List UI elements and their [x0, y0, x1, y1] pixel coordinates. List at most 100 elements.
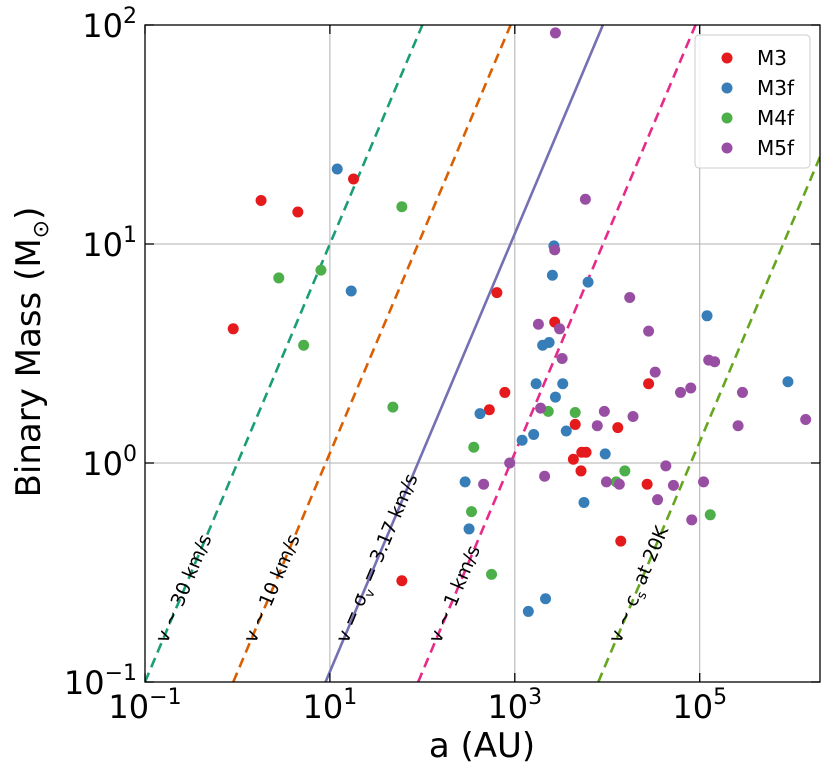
x-tick-label: 103 [487, 685, 542, 726]
point-M3f [782, 376, 794, 388]
point-M5f [652, 494, 664, 506]
point-M3 [575, 465, 587, 477]
point-M3 [569, 418, 581, 430]
point-M4f [396, 201, 408, 213]
point-M5f [660, 460, 672, 472]
point-M5f [649, 366, 661, 378]
point-M5f [504, 457, 516, 469]
legend-label: M3f [757, 76, 795, 100]
point-M4f [468, 441, 480, 453]
point-M3f [701, 310, 713, 322]
point-M3f [546, 269, 558, 281]
point-M3 [567, 453, 579, 465]
y-axis-label-close: ) [9, 207, 49, 220]
tick-labels: 10−1 101 103 105 10−1 100 101 102 [64, 4, 727, 726]
reference-line-labels: v ~ 30 km/s v ~ 10 km/s v = σv = 3.17 km/s… [151, 470, 673, 647]
point-M3 [612, 422, 624, 434]
point-M5f [535, 402, 547, 414]
point-M3f [557, 378, 569, 390]
reference-lines [145, 25, 820, 682]
point-M3 [396, 575, 408, 587]
x-axis-label: a (AU) [429, 726, 535, 766]
reference-line-v10 [232, 25, 512, 682]
point-M5f [554, 323, 566, 335]
point-M5f [675, 386, 687, 398]
y-tick-label: 10−1 [64, 661, 137, 702]
plot-frame [144, 24, 821, 683]
y-tick-label: 101 [82, 223, 137, 264]
point-M3 [255, 194, 267, 206]
reference-line-v30 [145, 25, 424, 682]
legend-marker [721, 112, 733, 124]
data-points [227, 27, 812, 617]
reference-line-vcs [597, 153, 820, 682]
point-M3f [530, 378, 542, 390]
legend: M3 M3f M4f M5f [694, 34, 811, 169]
point-M5f [591, 420, 603, 432]
point-M5f [643, 325, 655, 337]
y-tick-label: 102 [82, 4, 137, 45]
point-M4f [619, 465, 631, 477]
point-M3f [463, 523, 475, 535]
y-axis-label-sub: ⊙ [29, 220, 54, 238]
legend-marker [721, 82, 733, 94]
point-M5f [698, 476, 710, 488]
point-M3f [582, 276, 594, 288]
legend-box [694, 34, 811, 169]
point-M5f [579, 193, 591, 205]
reference-line-label-vsigma: v = σv = 3.17 km/s [332, 470, 426, 647]
x-tick-label: 101 [303, 685, 358, 726]
point-M4f [273, 272, 285, 284]
legend-label: M3 [757, 46, 787, 70]
point-M4f [569, 407, 581, 419]
point-M4f [486, 568, 498, 580]
point-M3f [522, 605, 534, 617]
point-M5f [685, 382, 697, 394]
point-M5f [624, 291, 636, 303]
point-M3f [528, 428, 540, 440]
point-M3f [560, 425, 572, 437]
point-M4f [298, 339, 310, 351]
point-M5f [539, 470, 551, 482]
point-M3f [599, 448, 611, 460]
point-M5f [627, 411, 639, 423]
point-M5f [736, 386, 748, 398]
legend-label: M5f [757, 136, 795, 160]
reference-line-v1 [416, 25, 697, 682]
reference-line-label-v1: v ~ 1 km/s [425, 542, 485, 646]
point-M3 [580, 446, 592, 458]
point-M3 [227, 323, 239, 335]
point-M3 [483, 404, 495, 416]
point-M5f [598, 405, 610, 417]
legend-label: M4f [757, 106, 795, 130]
point-M4f [387, 401, 399, 413]
point-M3 [615, 535, 627, 547]
point-M4f [315, 264, 327, 276]
axis-ticks [144, 24, 820, 683]
point-M3f [549, 391, 561, 403]
point-M5f [532, 318, 544, 330]
point-M5f [600, 476, 612, 488]
point-M3 [491, 287, 503, 299]
legend-marker [721, 52, 733, 64]
point-M5f [800, 413, 812, 425]
point-M5f [667, 479, 679, 491]
point-M3f [578, 497, 590, 509]
point-M3 [641, 478, 653, 490]
y-axis-label: Binary Mass (M⊙) [9, 207, 54, 498]
legend-marker [721, 142, 733, 154]
point-M5f [709, 356, 721, 368]
point-M5f [549, 244, 561, 256]
x-tick-label: 105 [672, 685, 727, 726]
reference-line-label-v10: v ~ 10 km/s [240, 531, 305, 646]
point-M5f [556, 353, 568, 365]
point-M3f [331, 163, 343, 175]
point-M4f [704, 509, 716, 521]
point-M3 [348, 173, 360, 185]
point-M3 [499, 386, 511, 398]
reference-line-label-v30: v ~ 30 km/s [151, 531, 216, 646]
point-M3f [540, 593, 552, 605]
x-tick-label: 10−1 [108, 685, 181, 726]
point-M3 [292, 206, 304, 218]
